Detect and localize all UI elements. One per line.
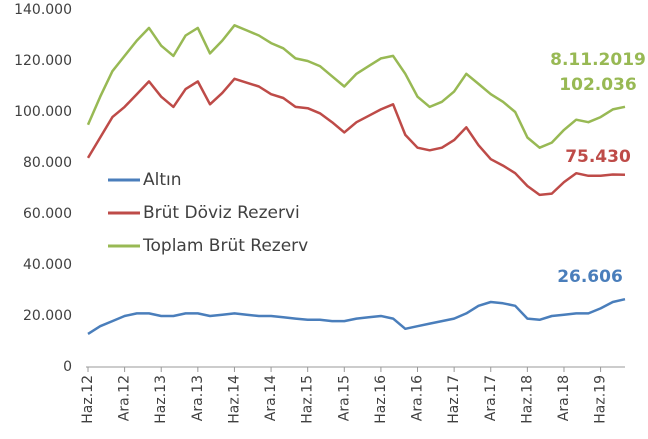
end-label: 26.606 — [557, 267, 623, 287]
y-tick-label: 60.000 — [23, 206, 72, 222]
y-tick-label: 140.000 — [14, 2, 72, 18]
x-tick-label: Ara.14 — [263, 375, 279, 421]
x-tick-label: Haz.19 — [593, 375, 609, 424]
y-tick-label: 20.000 — [23, 308, 72, 324]
x-tick-label: Ara.16 — [410, 375, 426, 421]
x-tick-label: Ara.15 — [336, 375, 352, 421]
x-tick-label: Haz.16 — [373, 375, 389, 424]
legend-label: Altın — [143, 170, 182, 190]
x-tick-label: Ara.12 — [117, 375, 133, 421]
end-label: 102.036 — [559, 75, 636, 95]
date-label: 8.11.2019 — [550, 50, 646, 70]
y-tick-label: 80.000 — [23, 155, 72, 171]
series-line — [87, 297, 626, 335]
y-tick-label: 40.000 — [23, 257, 72, 273]
legend-label: Toplam Brüt Rezerv — [142, 236, 308, 256]
legend-label: Brüt Döviz Rezervi — [143, 203, 300, 223]
x-tick-label: Haz.17 — [446, 375, 462, 424]
x-tick-label: Haz.13 — [153, 375, 169, 424]
x-tick-label: Ara.17 — [483, 375, 499, 421]
y-tick-label: 120.000 — [14, 53, 72, 69]
x-tick-label: Haz.18 — [519, 375, 535, 424]
series-line — [86, 24, 626, 149]
x-tick-label: Haz.14 — [226, 375, 242, 424]
x-tick-label: Haz.12 — [80, 375, 96, 424]
series-line — [86, 77, 626, 197]
x-tick-label: Ara.18 — [556, 375, 572, 421]
y-tick-label: 0 — [63, 359, 72, 375]
end-label: 75.430 — [565, 147, 631, 167]
x-tick-label: Ara.13 — [190, 375, 206, 421]
y-tick-label: 100.000 — [14, 104, 72, 120]
x-tick-label: Haz.15 — [300, 375, 316, 424]
